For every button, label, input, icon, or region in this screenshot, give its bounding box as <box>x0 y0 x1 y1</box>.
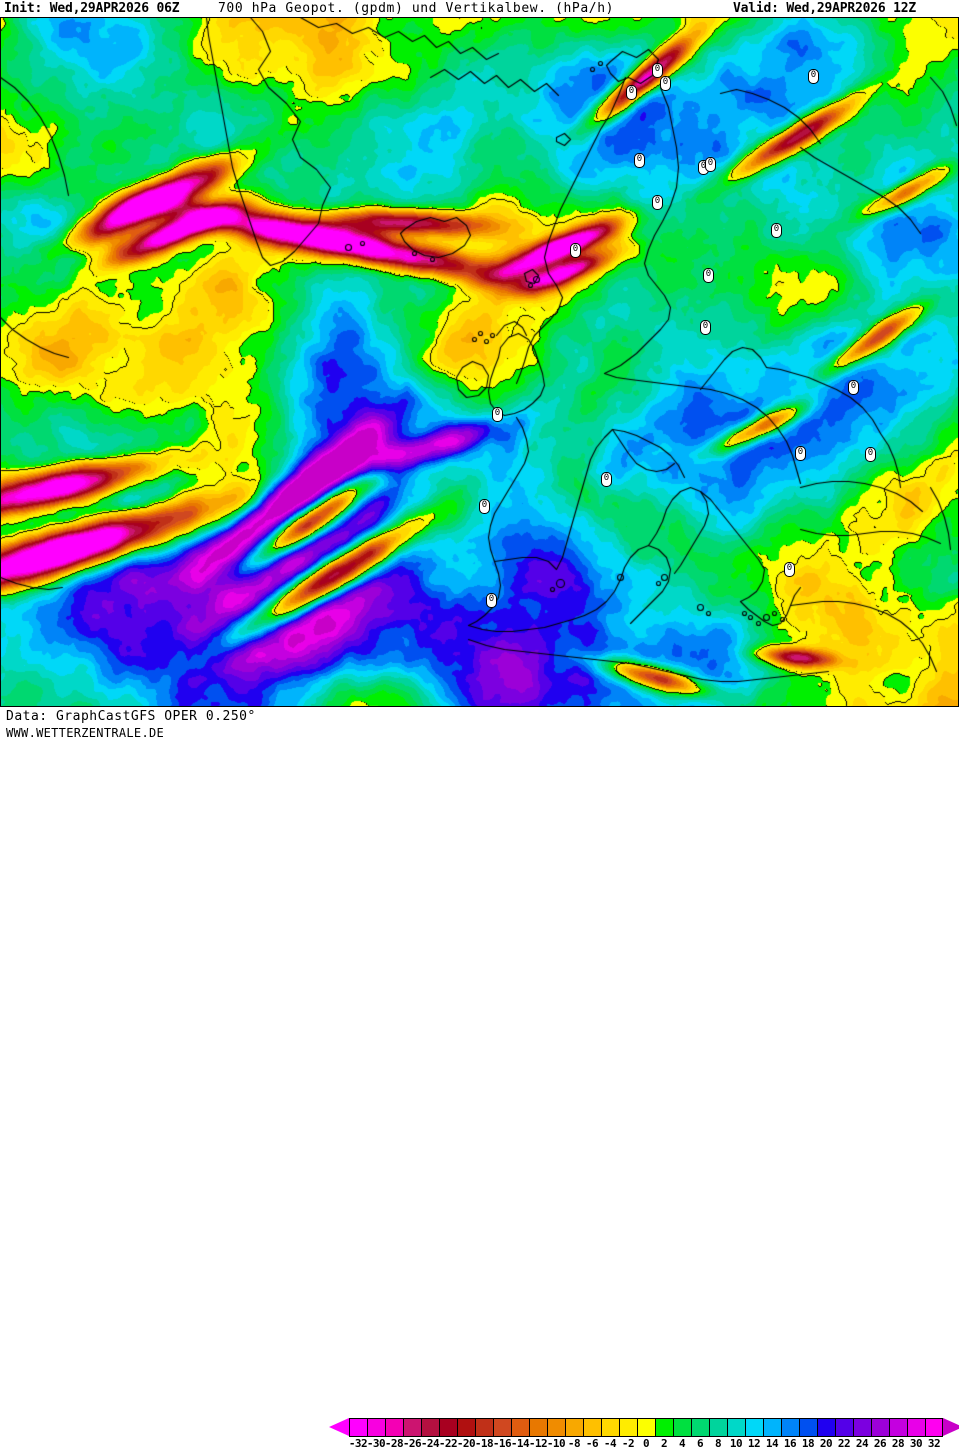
colorbar-cell <box>709 1418 727 1437</box>
colorbar-under-arrow-icon <box>329 1418 349 1436</box>
colorbar-cell <box>781 1418 799 1437</box>
contour-value-label: 0 <box>865 447 876 462</box>
map-header-bar: Init: Wed,29APR2026 06Z 700 hPa Geopot. … <box>0 0 959 17</box>
colorbar-cell <box>385 1418 403 1437</box>
contour-value-label: 0 <box>634 153 645 168</box>
colorbar-cell <box>655 1418 673 1437</box>
colorbar-cell <box>547 1418 565 1437</box>
colorbar-cells <box>349 1418 943 1437</box>
colorbar-cell <box>691 1418 709 1437</box>
colorbar-over-arrow-icon <box>943 1418 959 1436</box>
colorbar-cell <box>403 1418 421 1437</box>
parameter-title: 700 hPa Geopot. (gpdm) und Vertikalbew. … <box>218 1 615 16</box>
contour-value-label: 0 <box>703 268 714 283</box>
contour-value-label: 0 <box>570 243 581 258</box>
colorbar-cell <box>529 1418 547 1437</box>
contour-value-label: 0 <box>808 69 819 84</box>
init-time-label: Init: Wed,29APR2026 06Z <box>4 1 180 16</box>
data-source-label: Data: GraphCastGFS OPER 0.250° <box>6 709 256 724</box>
colorbar-cell <box>457 1418 475 1437</box>
contour-value-label: 0 <box>848 380 859 395</box>
colorbar-cell <box>835 1418 853 1437</box>
colorbar-cell <box>763 1418 781 1437</box>
colorbar-cell <box>853 1418 871 1437</box>
colorbar-cell <box>889 1418 907 1437</box>
colorbar-cell <box>565 1418 583 1437</box>
vertical-motion-heatmap[interactable] <box>0 17 959 707</box>
colorbar-cell <box>439 1418 457 1437</box>
colorbar-cell <box>907 1418 925 1437</box>
map-footer-bar: Data: GraphCastGFS OPER 0.250° WWW.WETTE… <box>0 707 959 1450</box>
colorbar-cell <box>871 1418 889 1437</box>
colorbar-cell <box>367 1418 385 1437</box>
colorbar-cell <box>799 1418 817 1437</box>
contour-value-label: 0 <box>601 472 612 487</box>
contour-value-label: 0 <box>771 223 782 238</box>
website-label: WWW.WETTERZENTRALE.DE <box>6 726 165 740</box>
colorbar-cell <box>817 1418 835 1437</box>
colorbar-cell <box>673 1418 691 1437</box>
contour-value-label: 0 <box>700 320 711 335</box>
colorbar-cell <box>475 1418 493 1437</box>
colorbar-cell <box>421 1418 439 1437</box>
contour-value-label: 0 <box>626 85 637 100</box>
colorbar-cell <box>511 1418 529 1437</box>
colorbar-cell <box>925 1418 943 1437</box>
colorbar-tick: 32 <box>927 1437 941 1450</box>
contour-value-label: 0 <box>705 157 716 172</box>
colorbar-cell <box>745 1418 763 1437</box>
colorbar-cell <box>493 1418 511 1437</box>
colorbar-cell <box>619 1418 637 1437</box>
colorbar-cell <box>349 1418 367 1437</box>
contour-value-label: 0 <box>486 593 497 608</box>
valid-time-label: Valid: Wed,29APR2026 12Z <box>733 1 917 16</box>
colorbar-cell <box>727 1418 745 1437</box>
contour-value-label: 0 <box>479 499 490 514</box>
contour-value-label: 0 <box>784 562 795 577</box>
weather-map-canvas-container[interactable]: 000000000000000000000 <box>0 17 959 707</box>
colorbar-cell <box>637 1418 655 1437</box>
contour-value-label: 0 <box>652 63 663 78</box>
colorbar-cell <box>601 1418 619 1437</box>
contour-value-label: 0 <box>492 407 503 422</box>
colorbar-cell <box>583 1418 601 1437</box>
contour-value-label: 0 <box>652 195 663 210</box>
contour-value-label: 0 <box>795 446 806 461</box>
contour-value-label: 0 <box>660 76 671 91</box>
